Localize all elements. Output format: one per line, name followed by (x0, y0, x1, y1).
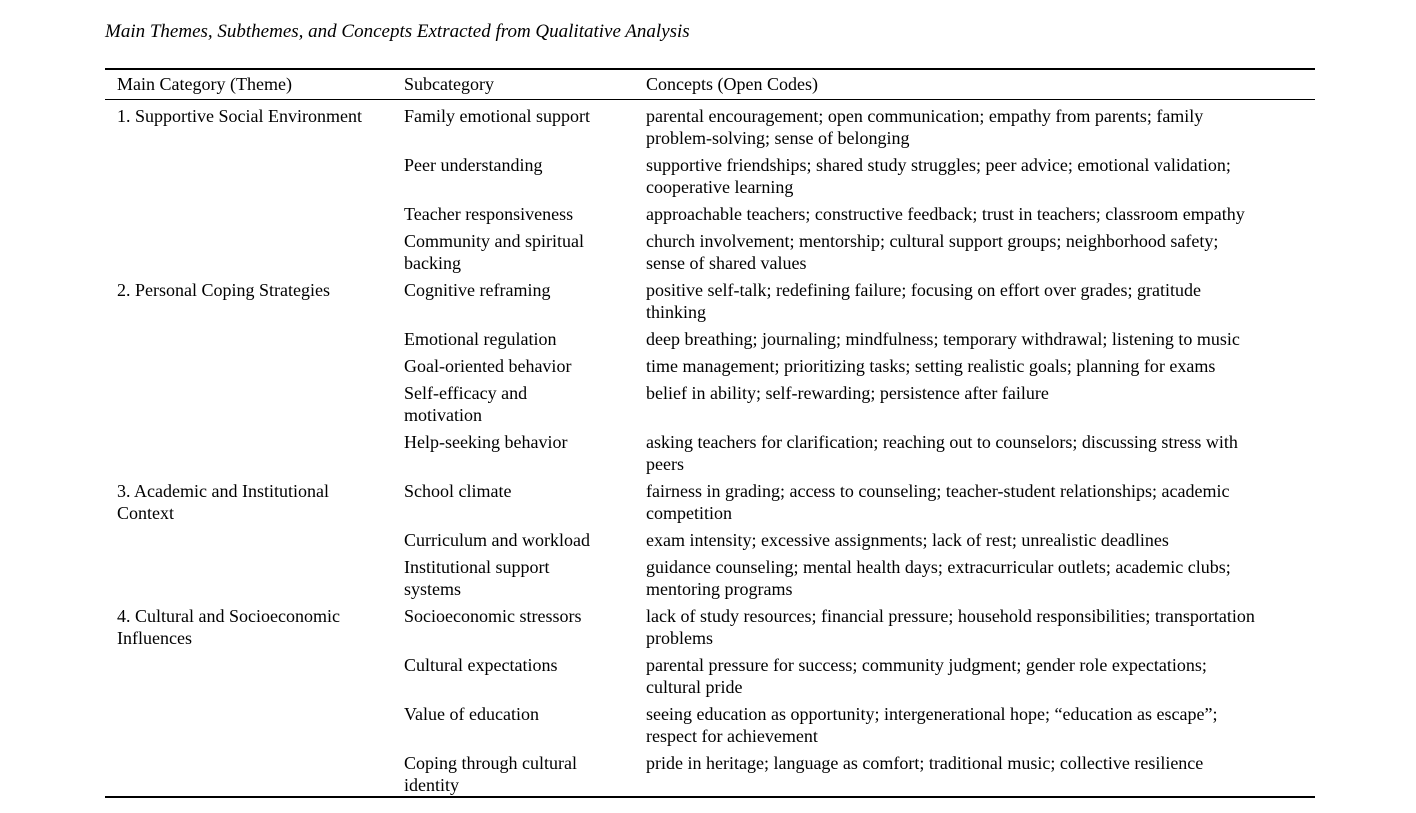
concepts-cell: asking teachers for clarification; reach… (646, 432, 1238, 474)
concepts-cell: fairness in grading; access to counselin… (646, 481, 1230, 523)
table-row: Teacher responsiveness approachable teach… (105, 198, 1315, 225)
concepts-cell: lack of study resources; financial press… (646, 606, 1255, 648)
table-row: 3. Academic and Institutional Context Sch… (105, 475, 1315, 524)
concepts-cell: positive self-talk; redefining failure; … (646, 280, 1201, 322)
theme-cell: 2. Personal Coping Strategies (117, 280, 330, 300)
table-row: 1. Supportive Social Environment Family e… (105, 100, 1315, 150)
concepts-cell: church involvement; mentorship; cultural… (646, 231, 1219, 273)
table-body: 1. Supportive Social Environment Family e… (105, 100, 1315, 798)
table-title: Main Themes, Subthemes, and Concepts Ext… (105, 21, 690, 42)
subcategory-cell: Coping through cultural identity (404, 753, 577, 795)
concepts-cell: belief in ability; self-rewarding; persi… (646, 383, 1049, 403)
concepts-cell: exam intensity; excessive assignments; l… (646, 530, 1169, 550)
subcategory-cell: Community and spiritual backing (404, 231, 584, 273)
table-row: 2. Personal Coping Strategies Cognitive r… (105, 274, 1315, 323)
subcategory-cell: Family emotional support (404, 106, 590, 126)
table-row: Institutional support systems guidance co… (105, 551, 1315, 600)
table-row: Goal-oriented behavior time management; p… (105, 350, 1315, 377)
subcategory-cell: Help-seeking behavior (404, 432, 568, 452)
subcategory-cell: Peer understanding (404, 155, 543, 175)
table-row: 4. Cultural and Socioeconomic Influences… (105, 600, 1315, 649)
subcategory-cell: Emotional regulation (404, 329, 557, 349)
theme-cell: 4. Cultural and Socioeconomic Influences (117, 606, 340, 648)
concepts-cell: supportive friendships; shared study str… (646, 155, 1231, 197)
themes-table: Main Category (Theme) Subcategory Concep… (105, 68, 1315, 798)
header-row: Main Category (Theme) Subcategory Concep… (105, 69, 1315, 100)
subcategory-cell: Value of education (404, 704, 539, 724)
subcategory-cell: Teacher responsiveness (404, 204, 574, 224)
table-row: Community and spiritual backing church in… (105, 225, 1315, 274)
theme-cell: 1. Supportive Social Environment (117, 106, 362, 126)
subcategory-cell: Goal-oriented behavior (404, 356, 572, 376)
concepts-cell: time management; prioritizing tasks; set… (646, 356, 1216, 376)
subcategory-cell: Cultural expectations (404, 655, 558, 675)
table-header: Main Category (Theme) Subcategory Concep… (105, 69, 1315, 100)
subcategory-cell: Socioeconomic stressors (404, 606, 582, 626)
concepts-cell: deep breathing; journaling; mindfulness;… (646, 329, 1240, 349)
concepts-cell: approachable teachers; constructive feed… (646, 204, 1245, 224)
concepts-cell: guidance counseling; mental health days;… (646, 557, 1231, 599)
table-row: Self-efficacy and motivation belief in ab… (105, 377, 1315, 426)
subcategory-cell: Curriculum and workload (404, 530, 590, 550)
table-row: Emotional regulation deep breathing; jour… (105, 323, 1315, 350)
column-header-main-category: Main Category (Theme) (105, 69, 392, 100)
table-row: Help-seeking behavior asking teachers for… (105, 426, 1315, 475)
table-row: Value of education seeing education as op… (105, 698, 1315, 747)
subcategory-cell: Self-efficacy and motivation (404, 383, 528, 425)
theme-cell: 3. Academic and Institutional Context (117, 481, 329, 523)
concepts-cell: parental pressure for success; community… (646, 655, 1207, 697)
table-row: Coping through cultural identity pride in… (105, 747, 1315, 797)
table-row: Curriculum and workload exam intensity; e… (105, 524, 1315, 551)
column-header-concepts: Concepts (Open Codes) (634, 69, 1315, 100)
subcategory-cell: Cognitive reframing (404, 280, 551, 300)
column-header-subcategory: Subcategory (392, 69, 634, 100)
concepts-cell: parental encouragement; open communicati… (646, 106, 1204, 148)
subcategory-cell: Institutional support systems (404, 557, 550, 599)
concepts-cell: seeing education as opportunity; interge… (646, 704, 1218, 746)
concepts-cell: pride in heritage; language as comfort; … (646, 753, 1204, 773)
table-row: Cultural expectations parental pressure f… (105, 649, 1315, 698)
table-row: Peer understanding supportive friendships… (105, 149, 1315, 198)
subcategory-cell: School climate (404, 481, 512, 501)
